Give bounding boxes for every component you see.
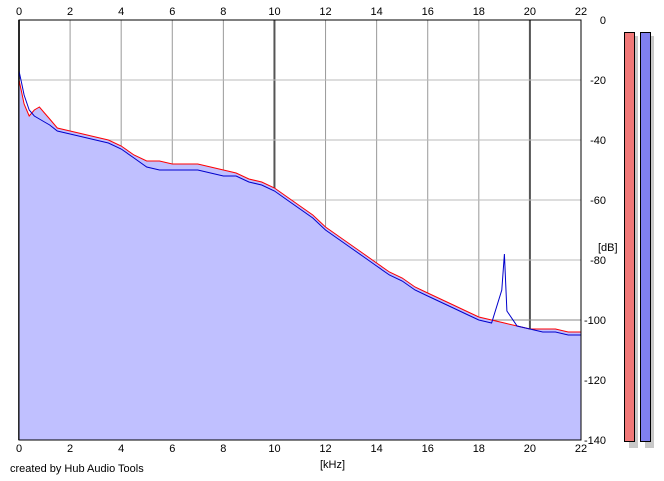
plot-frame xyxy=(18,19,582,441)
x-tick-label-top: 0 xyxy=(16,6,22,18)
y-tick-label: -60 xyxy=(590,195,606,207)
x-tick-label-top: 16 xyxy=(422,6,434,18)
x-tick-label-bottom: 20 xyxy=(524,443,536,455)
x-tick-label-top: 10 xyxy=(268,6,280,18)
x-tick-label-top: 22 xyxy=(575,6,587,18)
x-tick-label-bottom: 18 xyxy=(473,443,485,455)
y-tick-label: -100 xyxy=(584,315,606,327)
x-tick-label-bottom: 22 xyxy=(575,443,587,455)
right-channel-meter xyxy=(640,32,651,442)
x-tick-label-top: 18 xyxy=(473,6,485,18)
x-tick-label-bottom: 2 xyxy=(67,443,73,455)
x-tick-label-top: 6 xyxy=(169,6,175,18)
red-channel-line xyxy=(18,79,581,333)
x-tick-label-top: 4 xyxy=(118,6,124,18)
x-tick-label-top: 2 xyxy=(67,6,73,18)
x-tick-label-top: 14 xyxy=(371,6,383,18)
x-tick-label-top: 8 xyxy=(220,6,226,18)
left-channel-meter xyxy=(624,32,635,442)
x-tick-label-top: 20 xyxy=(524,6,536,18)
x-tick-label-top: 12 xyxy=(319,6,331,18)
x-tick-label-bottom: 4 xyxy=(118,443,124,455)
y-tick-label: -140 xyxy=(584,435,606,447)
blue-channel-line xyxy=(18,70,581,336)
y-tick-label: -20 xyxy=(590,75,606,87)
y-axis-label: [dB] xyxy=(598,242,618,254)
y-tick-label: -40 xyxy=(590,135,606,147)
y-tick-label: 0 xyxy=(600,15,606,27)
x-tick-label-bottom: 14 xyxy=(371,443,383,455)
y-tick-label: -120 xyxy=(584,375,606,387)
x-tick-label-bottom: 6 xyxy=(169,443,175,455)
tick-labels: 002244668810101212141416161818202022220-… xyxy=(16,6,606,455)
x-tick-label-bottom: 10 xyxy=(268,443,280,455)
x-axis-label: [kHz] xyxy=(320,459,345,471)
series-lines xyxy=(18,70,581,336)
x-tick-label-bottom: 16 xyxy=(422,443,434,455)
x-tick-label-bottom: 8 xyxy=(220,443,226,455)
credit-text: created by Hub Audio Tools xyxy=(10,463,144,475)
x-tick-label-bottom: 0 xyxy=(16,443,22,455)
y-tick-label: -80 xyxy=(590,255,606,267)
x-tick-label-bottom: 12 xyxy=(319,443,331,455)
